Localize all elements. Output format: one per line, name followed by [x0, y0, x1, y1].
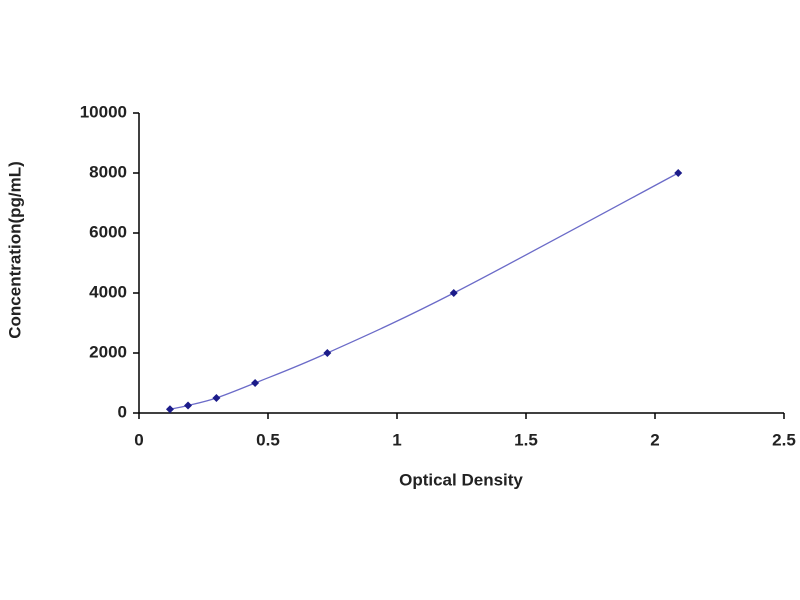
data-point	[212, 394, 221, 402]
x-axis-label: Optical Density	[399, 470, 523, 489]
x-tick-label: 1	[392, 430, 401, 449]
x-tick-label: 0.5	[256, 430, 280, 449]
y-tick-label: 4000	[89, 282, 127, 301]
fit-line	[169, 172, 679, 410]
data-point	[184, 401, 193, 410]
y-axis-label: Concentration(pg/mL)	[5, 161, 24, 339]
data-point	[165, 405, 174, 414]
data-point	[251, 379, 260, 387]
x-tick-label: 2	[650, 430, 659, 449]
y-tick-label: 10000	[80, 102, 127, 121]
data-point	[323, 349, 332, 357]
x-tick-label: 0	[134, 430, 143, 449]
x-tick-label: 2.5	[772, 430, 796, 449]
y-tick-label: 6000	[89, 222, 127, 241]
data-point	[449, 289, 458, 297]
y-tick-label: 0	[118, 402, 127, 421]
y-tick-label: 2000	[89, 342, 127, 361]
y-tick-label: 8000	[89, 162, 127, 181]
x-tick-label: 1.5	[514, 430, 538, 449]
data-point	[674, 169, 683, 177]
